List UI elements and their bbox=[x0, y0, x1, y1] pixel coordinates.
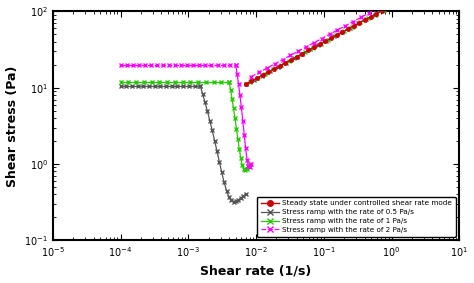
Stress ramp with the rate of 2 Pa/s bbox=[197, 63, 202, 67]
Stress ramp with the rate of 2 Pa/s bbox=[184, 63, 190, 67]
Stress ramp with the rate of 2 Pa/s bbox=[191, 63, 196, 67]
Stress ramp with the rate of 2 Pa/s bbox=[215, 63, 220, 67]
Steady state under controlled shear rate mode bbox=[334, 33, 339, 37]
Stress ramp with the rate of 0.5 Pa/s bbox=[146, 84, 152, 88]
Steady state under controlled shear rate mode bbox=[391, 3, 396, 6]
Stress ramp with the rate of 2 Pa/s bbox=[118, 63, 123, 67]
Steady state under controlled shear rate mode bbox=[254, 76, 260, 80]
Steady state under controlled shear rate mode bbox=[248, 80, 254, 83]
Stress ramp with the rate of 1 Pa/s bbox=[164, 80, 170, 83]
Stress ramp with the rate of 2 Pa/s bbox=[124, 63, 129, 67]
Steady state under controlled shear rate mode bbox=[362, 18, 368, 22]
Steady state under controlled shear rate mode bbox=[317, 43, 322, 46]
Stress ramp with the rate of 2 Pa/s bbox=[221, 63, 227, 67]
Stress ramp with the rate of 0.5 Pa/s bbox=[163, 84, 169, 88]
Stress ramp with the rate of 2 Pa/s bbox=[202, 63, 208, 67]
Steady state under controlled shear rate mode bbox=[374, 12, 379, 15]
X-axis label: Shear rate (1/s): Shear rate (1/s) bbox=[201, 264, 312, 277]
Steady state under controlled shear rate mode bbox=[385, 6, 391, 9]
Stress ramp with the rate of 2 Pa/s bbox=[148, 63, 154, 67]
Stress ramp with the rate of 1 Pa/s bbox=[156, 80, 162, 83]
Stress ramp with the rate of 2 Pa/s bbox=[166, 63, 172, 67]
Steady state under controlled shear rate mode bbox=[288, 58, 294, 61]
Line: Stress ramp with the rate of 1 Pa/s: Stress ramp with the rate of 1 Pa/s bbox=[118, 80, 231, 84]
Steady state under controlled shear rate mode bbox=[271, 67, 277, 71]
Steady state under controlled shear rate mode bbox=[345, 27, 351, 31]
Stress ramp with the rate of 1 Pa/s bbox=[141, 80, 146, 83]
Stress ramp with the rate of 0.5 Pa/s bbox=[186, 84, 191, 88]
Stress ramp with the rate of 2 Pa/s bbox=[209, 63, 214, 67]
Steady state under controlled shear rate mode bbox=[243, 83, 248, 86]
Stress ramp with the rate of 0.5 Pa/s bbox=[157, 84, 163, 88]
Steady state under controlled shear rate mode bbox=[328, 37, 334, 40]
Stress ramp with the rate of 1 Pa/s bbox=[188, 80, 193, 83]
Steady state under controlled shear rate mode bbox=[322, 40, 328, 43]
Stress ramp with the rate of 1 Pa/s bbox=[149, 80, 155, 83]
Stress ramp with the rate of 1 Pa/s bbox=[118, 80, 123, 83]
Stress ramp with the rate of 2 Pa/s bbox=[227, 63, 232, 67]
Stress ramp with the rate of 1 Pa/s bbox=[126, 80, 131, 83]
Stress ramp with the rate of 0.5 Pa/s bbox=[135, 84, 140, 88]
Stress ramp with the rate of 2 Pa/s bbox=[233, 63, 238, 67]
Line: Steady state under controlled shear rate mode: Steady state under controlled shear rate… bbox=[244, 0, 441, 86]
Stress ramp with the rate of 0.5 Pa/s bbox=[174, 84, 180, 88]
Stress ramp with the rate of 1 Pa/s bbox=[172, 80, 178, 83]
Stress ramp with the rate of 1 Pa/s bbox=[203, 80, 209, 83]
Stress ramp with the rate of 2 Pa/s bbox=[160, 63, 166, 67]
Stress ramp with the rate of 0.5 Pa/s bbox=[152, 84, 157, 88]
Stress ramp with the rate of 1 Pa/s bbox=[180, 80, 185, 83]
Stress ramp with the rate of 1 Pa/s bbox=[226, 80, 232, 83]
Steady state under controlled shear rate mode bbox=[339, 30, 345, 34]
Stress ramp with the rate of 2 Pa/s bbox=[136, 63, 142, 67]
Stress ramp with the rate of 0.5 Pa/s bbox=[191, 84, 197, 88]
Steady state under controlled shear rate mode bbox=[356, 21, 362, 25]
Line: Stress ramp with the rate of 2 Pa/s: Stress ramp with the rate of 2 Pa/s bbox=[118, 63, 238, 67]
Steady state under controlled shear rate mode bbox=[311, 46, 317, 49]
Steady state under controlled shear rate mode bbox=[300, 52, 305, 55]
Stress ramp with the rate of 2 Pa/s bbox=[154, 63, 160, 67]
Y-axis label: Shear stress (Pa): Shear stress (Pa) bbox=[6, 65, 18, 186]
Stress ramp with the rate of 0.5 Pa/s bbox=[169, 84, 174, 88]
Stress ramp with the rate of 2 Pa/s bbox=[172, 63, 178, 67]
Steady state under controlled shear rate mode bbox=[351, 24, 356, 28]
Stress ramp with the rate of 2 Pa/s bbox=[130, 63, 136, 67]
Steady state under controlled shear rate mode bbox=[265, 70, 271, 74]
Stress ramp with the rate of 1 Pa/s bbox=[219, 80, 224, 83]
Line: Stress ramp with the rate of 0.5 Pa/s: Stress ramp with the rate of 0.5 Pa/s bbox=[118, 84, 202, 88]
Stress ramp with the rate of 2 Pa/s bbox=[142, 63, 148, 67]
Steady state under controlled shear rate mode bbox=[283, 61, 288, 65]
Stress ramp with the rate of 1 Pa/s bbox=[211, 80, 217, 83]
Stress ramp with the rate of 0.5 Pa/s bbox=[129, 84, 135, 88]
Stress ramp with the rate of 0.5 Pa/s bbox=[198, 84, 203, 88]
Steady state under controlled shear rate mode bbox=[368, 15, 374, 18]
Stress ramp with the rate of 2 Pa/s bbox=[178, 63, 184, 67]
Steady state under controlled shear rate mode bbox=[277, 64, 283, 68]
Legend: Steady state under controlled shear rate mode, Stress ramp with the rate of 0.5 : Steady state under controlled shear rate… bbox=[257, 196, 456, 237]
Steady state under controlled shear rate mode bbox=[305, 49, 311, 52]
Stress ramp with the rate of 0.5 Pa/s bbox=[118, 84, 123, 88]
Steady state under controlled shear rate mode bbox=[294, 55, 300, 58]
Stress ramp with the rate of 1 Pa/s bbox=[133, 80, 139, 83]
Steady state under controlled shear rate mode bbox=[396, 0, 402, 3]
Stress ramp with the rate of 1 Pa/s bbox=[195, 80, 201, 83]
Stress ramp with the rate of 0.5 Pa/s bbox=[123, 84, 129, 88]
Steady state under controlled shear rate mode bbox=[379, 9, 385, 12]
Stress ramp with the rate of 0.5 Pa/s bbox=[140, 84, 146, 88]
Stress ramp with the rate of 0.5 Pa/s bbox=[180, 84, 186, 88]
Steady state under controlled shear rate mode bbox=[260, 73, 265, 77]
